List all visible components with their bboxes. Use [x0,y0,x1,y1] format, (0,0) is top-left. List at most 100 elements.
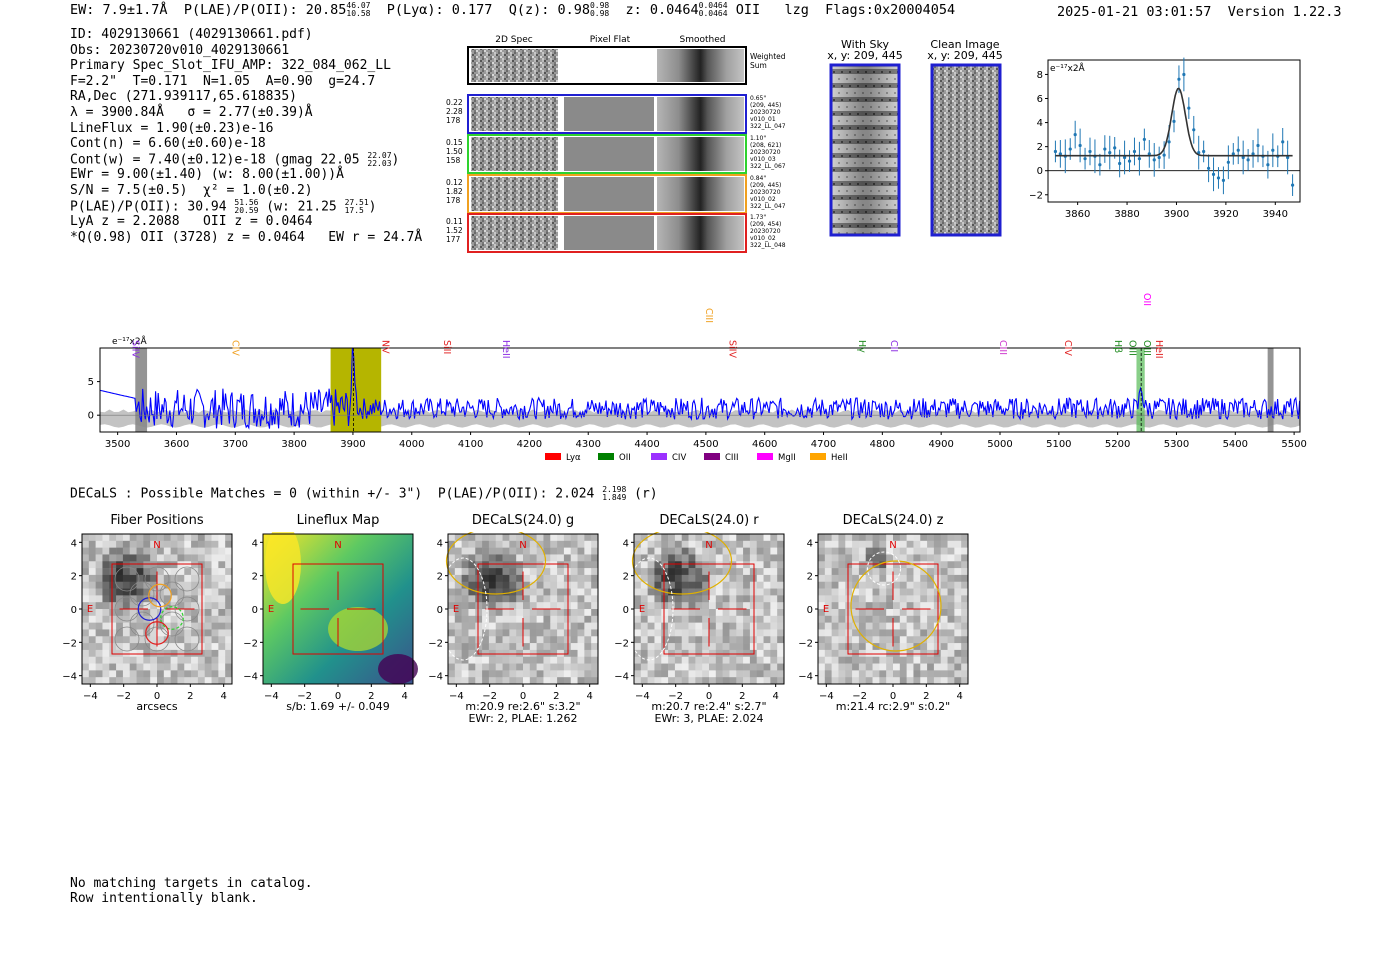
version: Version 1.22.3 [1227,4,1342,20]
pixel [947,568,955,576]
pixel [88,622,96,630]
pixel [88,554,96,562]
pixel [818,561,826,569]
pixel [709,636,717,644]
panel-ytick-label: −2 [243,638,258,649]
pixel [570,636,578,644]
pixel [102,540,110,548]
pixel [82,609,90,617]
pixel [225,588,233,596]
pixel [879,554,887,562]
pixel [838,615,846,623]
pixel [454,670,462,678]
pixel [954,554,962,562]
pixel [634,540,642,548]
pixel [736,649,744,658]
pixel [218,677,226,685]
pixel [634,615,642,623]
pixel [688,656,696,664]
pixel [563,609,572,617]
pixel [668,568,676,576]
pixel [933,554,942,562]
pixel [122,677,131,685]
pixel [170,622,178,630]
lineflux-blob [328,607,388,651]
pixel [865,602,873,610]
pixel [177,547,185,555]
pixel [109,663,117,671]
pixel [197,656,206,664]
pixel [729,581,737,589]
pixel [777,670,785,678]
pixel [927,656,935,664]
pixel [225,561,233,569]
pixel [577,574,585,583]
pixel [913,629,921,637]
pixel [763,656,771,664]
panel-ytick-label: 2 [623,572,629,583]
pixel [913,574,921,583]
pixel [468,663,476,671]
pixel [129,568,137,576]
full-xtick-label: 3800 [281,439,306,450]
pixel [838,534,846,542]
pixel [749,540,758,548]
pixel [454,554,462,562]
pixel [204,568,212,576]
pixel [211,588,219,596]
pixel [536,568,544,576]
pixel [591,595,599,603]
pixel [211,581,219,589]
pixel [82,602,90,610]
pixel [756,622,764,630]
pixel [95,581,103,589]
pixel [661,581,669,589]
pixel [845,547,853,555]
pixel [116,629,124,637]
pixel [557,602,565,610]
pixel [482,643,490,651]
pixel [102,629,110,637]
pixel [577,581,585,589]
pixel [211,561,219,569]
legend-swatch [598,453,614,460]
pixel [488,595,497,603]
pixel [702,602,710,610]
pixel [927,595,935,603]
pixel [947,670,955,678]
pixel [893,615,901,623]
pixel [688,670,696,678]
pixel [157,588,165,596]
pixel [502,534,510,542]
pixel [852,636,860,644]
pixel [509,595,517,603]
pixel [927,547,935,555]
pixel [584,588,592,596]
pixel [516,643,524,651]
panel-title: DECaLS(24.0) g [471,513,575,528]
pixel [743,581,751,589]
pixel [715,561,723,569]
pixel [661,534,669,542]
pixel [122,581,131,589]
pixel [927,534,935,542]
pixel [516,595,524,603]
panel-ytick-label: 4 [71,538,77,549]
pixel [763,574,771,583]
pixel [516,574,524,583]
pixel [872,670,880,678]
pixel [454,663,462,671]
pixel [197,595,206,603]
pixel [150,670,158,678]
pixel [749,547,758,555]
pixel [523,547,531,555]
pixel [170,554,178,562]
pixel [913,547,921,555]
pixel [933,568,942,576]
pixel [116,568,124,576]
pixel [852,595,860,603]
pixel [920,554,928,562]
pixel [82,534,90,542]
pixel [218,561,226,569]
